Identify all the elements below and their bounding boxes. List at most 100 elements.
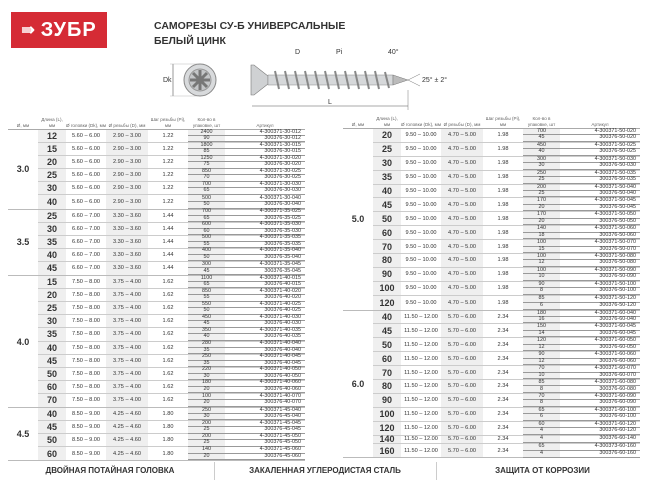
article-cell: 4-300371-40-040 300376-40-040 — [225, 340, 305, 354]
pack-qty: 700 — [188, 181, 225, 189]
head-diameter-cell: 11.50 – 12.00 — [404, 411, 438, 418]
pack-qty: 30 — [188, 373, 225, 381]
pack-qty-cell: 850 70 — [188, 168, 225, 182]
article-number: 4-300371-30-012 — [225, 129, 305, 137]
table-row: 50 8.50 – 9.00 4.25 – 4.60 1.80 200 25 4-30037… — [38, 433, 305, 448]
table-row: 20 5.60 – 6.00 2.90 – 3.00 1.22 1250 75 4-3003… — [38, 155, 305, 170]
pack-qty: 250 — [188, 353, 225, 361]
pack-qty: 25 — [188, 426, 225, 434]
thread-diameter-cell: 5.70 – 6.00 — [441, 407, 483, 421]
table-row: 50 11.50 – 12.00 5.70 – 6.00 2.34 120 12 4-300… — [373, 337, 640, 353]
table-row: 70 11.50 – 12.00 5.70 – 6.00 2.34 70 10 4-3003… — [373, 365, 640, 381]
header-cell: Шаг резьбы (Pi), мм — [150, 117, 186, 128]
article-number: 4-300371-50-090 — [560, 267, 640, 275]
pack-qty-cell: 700 65 — [188, 208, 225, 223]
pack-qty-cell: 180 20 — [188, 380, 225, 394]
article-number: 300376-50-080 — [560, 260, 640, 267]
pack-qty: 14 — [523, 330, 560, 338]
table-row: 40 11.50 – 12.00 5.70 – 6.00 2.34 180 16 4-300… — [373, 310, 640, 325]
length-cell: 20 — [38, 156, 66, 169]
article-number: 4-300371-45-040 — [225, 407, 305, 415]
pack-qty: 70 — [523, 393, 560, 401]
pack-qty-cell: 4 — [523, 435, 560, 443]
article-cell: 4-300371-35-035 300376-35-035 — [225, 235, 305, 249]
thread-diameter-cell: 2.90 – 3.00 — [106, 169, 148, 182]
pack-qty: 8 — [523, 287, 560, 295]
length-cell: 45 — [38, 261, 66, 276]
length-cell: 35 — [38, 235, 66, 248]
table-row: 45 9.50 – 10.00 4.70 – 5.00 1.98 170 20 4-3003… — [373, 198, 640, 213]
article-number: 4-300371-60-040 — [560, 310, 640, 318]
pitch-cell: 2.34 — [497, 436, 509, 443]
head-diameter-cell: 9.50 – 10.00 — [405, 146, 437, 153]
pack-qty: 20 — [523, 218, 560, 226]
table-row: 20 9.50 – 10.00 4.70 – 5.00 1.98 700 45 4-3003… — [373, 128, 640, 143]
length-cell: 40 — [38, 341, 66, 354]
pitch-cell: 1.44 — [162, 265, 174, 272]
pitch-cell: 2.34 — [497, 425, 509, 432]
head-diameter-cell: 6.60 – 7.00 — [72, 251, 100, 258]
head-diameter-cell: 5.60 – 6.00 — [72, 133, 100, 140]
article-number: 4-300371-50-025 — [560, 142, 640, 150]
head-diameter-cell: 7.50 – 8.00 — [72, 318, 100, 325]
header-cell: Ø, мм — [351, 121, 365, 127]
article-cell: 4-300371-40-035 300376-40-035 — [225, 327, 305, 341]
length-cell: 25 — [38, 169, 66, 182]
head-diameter-cell: 5.60 – 6.00 — [72, 159, 100, 166]
pack-qty-cell: 65 4 — [523, 443, 560, 458]
pitch-cell: 1.98 — [497, 174, 509, 181]
group-rows: 25 6.60 – 7.00 3.30 – 3.60 1.44 700 65 4-30037… — [38, 208, 305, 276]
title-line-2: БЕЛЫЙ ЦИНК — [154, 35, 226, 47]
pitch-cell: 2.34 — [497, 411, 509, 418]
article-cell: 4-300371-50-120 300376-50-120 — [560, 295, 640, 310]
pack-qty: 30 — [523, 162, 560, 170]
pitch-cell: 1.44 — [162, 238, 174, 245]
thread-diameter-cell: 5.70 – 6.00 — [441, 324, 483, 338]
article-number: 300376-40-045 — [225, 360, 305, 368]
thread-diameter-cell: 5.70 – 6.00 — [441, 435, 483, 443]
pack-qty: 500 — [188, 195, 225, 203]
length-cell: 60 — [373, 352, 401, 366]
table-row: 30 9.50 – 10.00 4.70 – 5.00 1.98 300 30 4-3003… — [373, 156, 640, 171]
pitch-cell: 1.98 — [497, 201, 509, 208]
length-cell: 70 — [373, 366, 401, 380]
pack-qty: 100 — [523, 267, 560, 275]
table-row: 15 7.50 – 8.00 3.75 – 4.00 1.62 1100 65 4-3003… — [38, 275, 305, 290]
length-cell: 80 — [373, 380, 401, 393]
pack-qty-cell: 450 40 — [523, 142, 560, 156]
table-row: 40 9.50 – 10.00 4.70 – 5.00 1.98 200 25 4-3003… — [373, 184, 640, 199]
head-diameter-cell: 9.50 – 10.00 — [405, 201, 437, 208]
pack-qty: 20 — [188, 400, 225, 407]
article-number: 300376-35-040 — [225, 254, 305, 262]
head-diameter-cell: 7.50 – 8.00 — [72, 370, 100, 377]
article-cell: 4-300371-35-030 300376-35-030 — [225, 221, 305, 236]
length-cell: 100 — [373, 281, 401, 295]
pitch-cell: 1.44 — [162, 212, 174, 219]
length-cell: 35 — [38, 328, 66, 341]
table-row: 20 7.50 – 8.00 3.75 – 4.00 1.62 850 55 4-30037… — [38, 288, 305, 303]
article-number: 4-300371-50-070 — [560, 239, 640, 247]
article-cell: 4-300371-35-045 300376-35-045 — [225, 261, 305, 276]
head-diameter-cell: 5.60 – 6.00 — [72, 199, 100, 206]
pitch-cell: 1.62 — [162, 357, 174, 364]
pack-qty: 65 — [188, 281, 225, 289]
article-number: 300376-60-050 — [560, 344, 640, 352]
table-row: 45 6.60 – 7.00 3.30 – 3.60 1.44 300 45 4-30037… — [38, 261, 305, 276]
pack-qty: 16 — [523, 316, 560, 324]
length-cell: 120 — [373, 421, 401, 435]
pitch-cell: 1.62 — [162, 279, 174, 286]
head-diameter-cell: 11.50 – 12.00 — [404, 383, 438, 390]
article-number: 300376-50-025 — [560, 148, 640, 156]
article-cell: 4-300371-60-070 300376-60-070 — [560, 365, 640, 380]
article-number: 4-300371-50-030 — [560, 156, 640, 164]
article-number: 300376-40-015 — [225, 281, 305, 289]
thread-diameter-cell: 4.70 – 5.00 — [441, 240, 483, 254]
thread-diameter-cell: 3.75 – 4.00 — [106, 289, 148, 302]
head-diameter-cell: 8.50 – 9.00 — [72, 437, 100, 444]
table-row: 60 7.50 – 8.00 3.75 – 4.00 1.62 180 20 4-30037… — [38, 380, 305, 394]
spec-table-right: Ø, мм Длина (L), мм Ø головки (Dk), мм Ø ре… — [343, 111, 640, 459]
pack-qty: 40 — [523, 148, 560, 156]
article-cell: 4-300371-40-030 300376-40-030 — [225, 314, 305, 328]
article-number: 300376-60-060 — [560, 358, 640, 366]
diameter-group: 3.5 25 6.60 – 7.00 3.30 – 3.60 1.44 700 65 4-30… — [8, 208, 305, 277]
